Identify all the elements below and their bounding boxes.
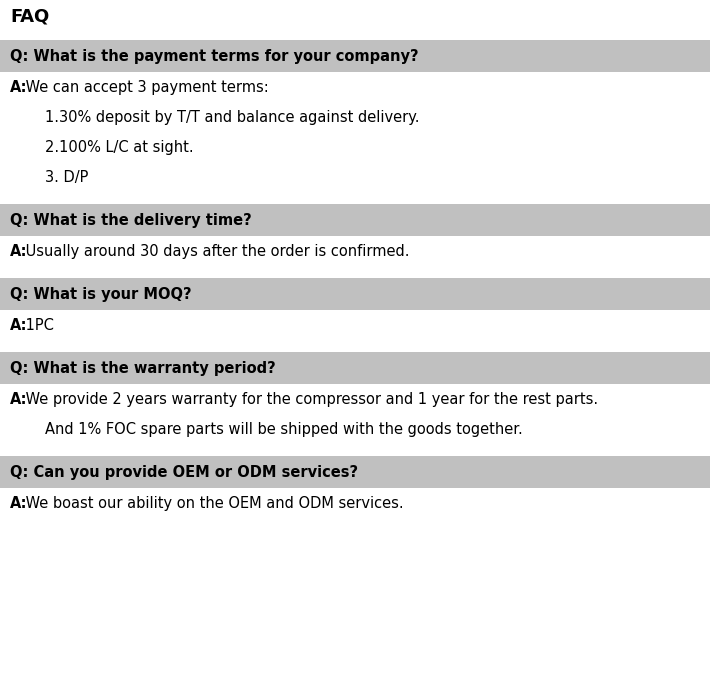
Text: A:: A: [10, 496, 28, 511]
Text: A:: A: [10, 244, 28, 259]
Text: Q: Can you provide OEM or ODM services?: Q: Can you provide OEM or ODM services? [10, 464, 358, 479]
Text: A:: A: [10, 392, 28, 407]
Bar [0, 352, 710, 384]
Text: We provide 2 years warranty for the compressor and 1 year for the rest parts.: We provide 2 years warranty for the comp… [21, 392, 598, 407]
Text: Q: What is the payment terms for your company?: Q: What is the payment terms for your co… [10, 49, 419, 64]
Text: We boast our ability on the OEM and ODM services.: We boast our ability on the OEM and ODM … [21, 496, 403, 511]
Text: A:: A: [10, 318, 28, 333]
Bar [0, 278, 710, 310]
Text: 3. D/P: 3. D/P [45, 170, 88, 185]
Bar [0, 40, 710, 72]
Text: FAQ: FAQ [10, 8, 49, 26]
Text: And 1% FOC spare parts will be shipped with the goods together.: And 1% FOC spare parts will be shipped w… [45, 422, 523, 437]
Text: 1PC: 1PC [21, 318, 54, 333]
Text: A:: A: [10, 80, 28, 95]
Text: We can accept 3 payment terms:: We can accept 3 payment terms: [21, 80, 268, 95]
Text: 2.100% L/C at sight.: 2.100% L/C at sight. [45, 140, 194, 155]
Bar [0, 456, 710, 488]
Text: Q: What is the warranty period?: Q: What is the warranty period? [10, 360, 275, 376]
Text: 1.30% deposit by T/T and balance against delivery.: 1.30% deposit by T/T and balance against… [45, 110, 420, 125]
Text: Q: What is the delivery time?: Q: What is the delivery time? [10, 213, 252, 227]
Text: Usually around 30 days after the order is confirmed.: Usually around 30 days after the order i… [21, 244, 410, 259]
Bar [0, 204, 710, 236]
Text: Q: What is your MOQ?: Q: What is your MOQ? [10, 286, 192, 301]
